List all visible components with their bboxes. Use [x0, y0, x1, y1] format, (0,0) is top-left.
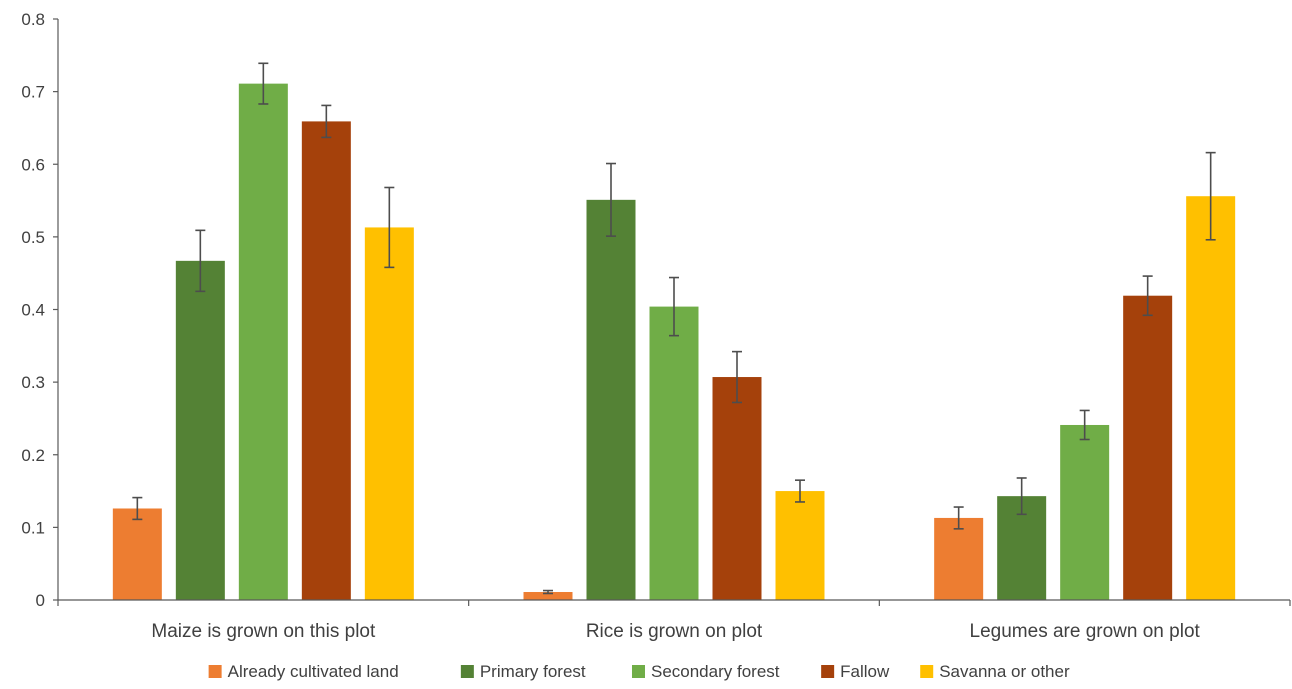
y-tick-label: 0: [36, 591, 45, 610]
x-category-label: Rice is grown on plot: [586, 621, 763, 642]
legend-label: Savanna or other: [939, 662, 1070, 681]
bar: [586, 199, 636, 600]
legend-swatch: [631, 665, 645, 678]
bar: [238, 83, 288, 601]
y-tick-label: 0.5: [21, 228, 45, 247]
y-tick-label: 0.3: [21, 373, 45, 392]
y-tick-label: 0.7: [21, 83, 45, 102]
legend-swatch: [460, 665, 474, 678]
y-tick-label: 0.1: [21, 518, 45, 537]
bar: [301, 121, 351, 601]
bar: [175, 260, 225, 600]
bar: [112, 508, 162, 600]
bar: [934, 517, 984, 600]
y-tick-label: 0.2: [21, 446, 45, 465]
bar: [775, 491, 825, 600]
bar: [712, 377, 762, 600]
bar: [364, 227, 414, 600]
y-axis: 0 0.1 0.2 0.3 0.4 0.5 0.6 0.7 0.8: [21, 10, 59, 610]
legend-label: Fallow: [840, 662, 890, 681]
legend-swatch: [920, 665, 934, 678]
bar: [1123, 295, 1173, 600]
bar: [523, 592, 573, 600]
legend-label: Primary forest: [480, 662, 586, 681]
bar: [1186, 196, 1236, 600]
legend-swatch: [208, 665, 222, 678]
y-tick-label: 0.6: [21, 155, 45, 174]
x-category-label: Maize is grown on this plot: [151, 621, 376, 642]
legend-label: Secondary forest: [651, 662, 780, 681]
y-tick-label: 0.8: [21, 10, 45, 29]
y-tick-label: 0.4: [21, 301, 45, 320]
legend: Already cultivated land Primary forest Sec…: [208, 662, 1070, 681]
legend-label: Already cultivated land: [228, 662, 399, 681]
x-category-label: Legumes are grown on plot: [970, 621, 1201, 642]
bar: [1060, 424, 1110, 600]
x-axis: Maize is grown on this plot Rice is grown…: [57, 599, 1291, 642]
bar: [649, 306, 699, 600]
bars-group: [112, 62, 1236, 601]
legend-swatch: [821, 665, 835, 678]
